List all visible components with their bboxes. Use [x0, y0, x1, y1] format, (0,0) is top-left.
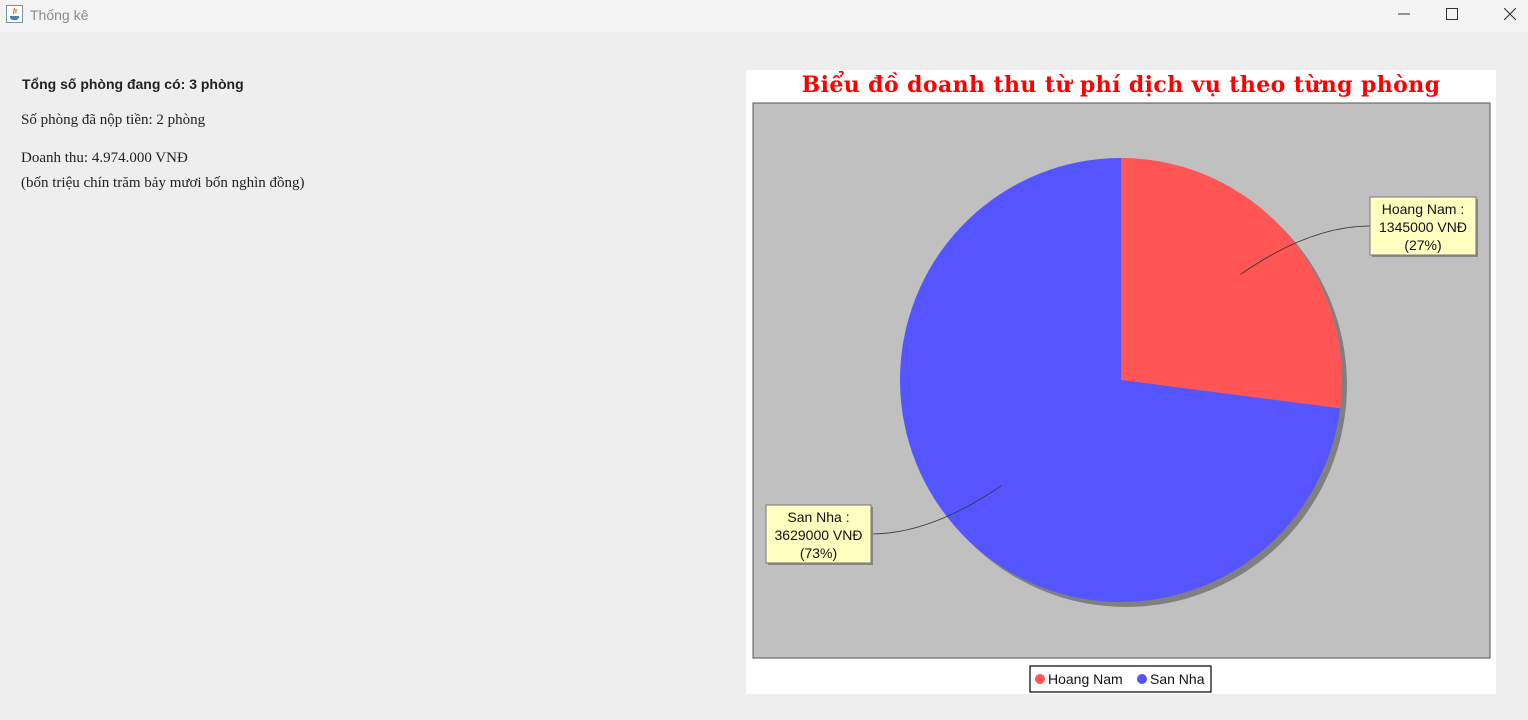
minimize-button[interactable]: [1382, 0, 1428, 30]
paid-rooms-label: Số phòng đã nộp tiền: 2 phòng: [21, 112, 205, 129]
minimize-icon: [1398, 8, 1410, 20]
window-title: Thống kê: [30, 7, 88, 23]
restore-button[interactable]: [1430, 0, 1476, 30]
title-bar: Thống kê: [0, 0, 1528, 32]
pie-chart-panel: Hoang Nam : 1345000 VNĐ (27%) San Nha : 3629…: [746, 70, 1496, 694]
legend-label: San Nha: [1150, 671, 1205, 687]
chart-title: Biểu đồ doanh thu từ phí dịch vụ theo từ…: [746, 72, 1496, 98]
java-app-icon: [6, 5, 23, 23]
legend-label: Hoang Nam: [1048, 671, 1123, 687]
legend-marker: [1137, 674, 1147, 684]
legend-marker: [1035, 674, 1045, 684]
slice-label-text: (27%): [1404, 237, 1441, 253]
slice-label-text: 3629000 VNĐ: [775, 527, 863, 543]
close-icon: [1504, 8, 1516, 20]
maximize-icon: [1446, 8, 1458, 20]
close-button[interactable]: [1488, 0, 1528, 30]
pie-chart: Hoang Nam : 1345000 VNĐ (27%) San Nha : 3629…: [746, 70, 1496, 694]
slice-label-text: (73%): [800, 545, 837, 561]
total-rooms-label: Tổng số phòng đang có: 3 phòng: [22, 76, 244, 92]
revenue-words-label: (bốn triệu chín trăm bảy mươi bốn nghìn …: [21, 175, 305, 192]
slice-label-text: Hoang Nam :: [1382, 201, 1464, 217]
slice-label-text: San Nha :: [787, 509, 849, 525]
revenue-label: Doanh thu: 4.974.000 VNĐ: [21, 150, 188, 167]
slice-label-text: 1345000 VNĐ: [1379, 219, 1467, 235]
